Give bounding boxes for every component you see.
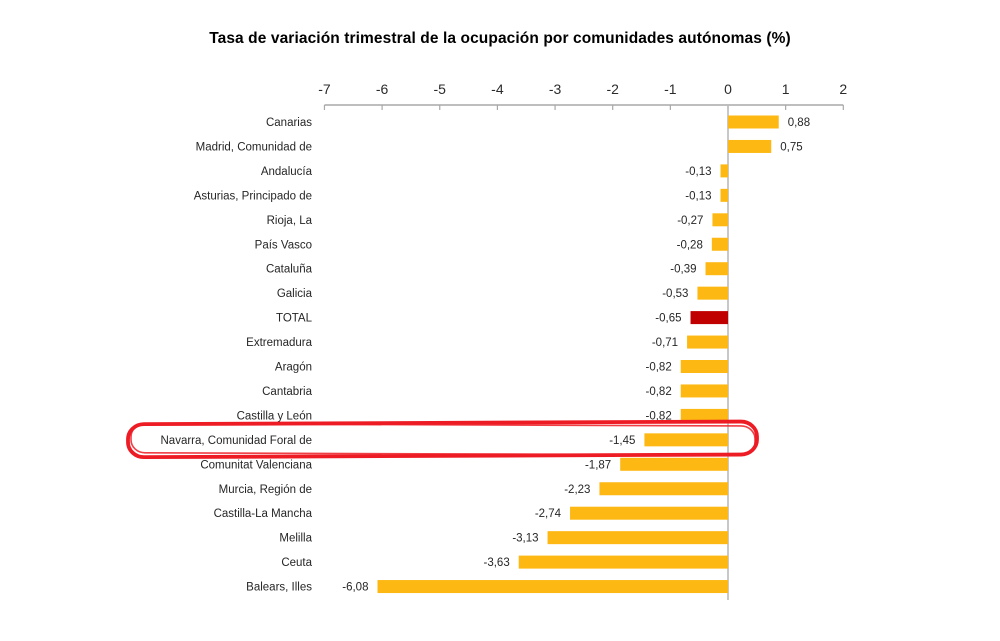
bar (687, 335, 728, 349)
bar (711, 237, 728, 251)
bar (377, 580, 728, 594)
bar (547, 531, 728, 545)
value-label: -0,71 (652, 337, 678, 349)
value-label: -0,82 (646, 410, 672, 422)
category-label: TOTAL (276, 313, 313, 325)
highlight-annotation-ellipse (126, 419, 759, 460)
category-label: Rioja, La (267, 215, 313, 227)
category-label: Cantabria (262, 386, 312, 398)
bar (570, 506, 728, 520)
bar (697, 286, 728, 300)
category-label: Ceuta (281, 557, 312, 569)
bar (728, 115, 779, 129)
value-label: -0,39 (670, 264, 696, 276)
category-label: Galicia (277, 288, 313, 300)
category-label: Navarra, Comunidad Foral de (161, 435, 313, 447)
category-label: Balears, Illes (246, 582, 312, 594)
value-label: -0,82 (646, 386, 672, 398)
category-label: País Vasco (255, 239, 312, 251)
value-label: -0,28 (677, 239, 703, 251)
value-label: -1,87 (585, 459, 611, 471)
bar-total (690, 311, 728, 325)
x-tick-label: -1 (664, 81, 677, 97)
bar (680, 360, 728, 373)
category-label: Extremadura (246, 337, 312, 349)
category-label: Madrid, Comunidad de (196, 141, 312, 153)
x-tick-label: -3 (549, 81, 562, 97)
value-label: -0,82 (646, 362, 672, 374)
value-label: -3,63 (484, 557, 510, 569)
value-label: 0,88 (788, 117, 810, 129)
category-label: Castilla y León (237, 410, 312, 422)
x-tick-label: 1 (782, 81, 790, 97)
bar (620, 457, 728, 471)
category-label: Comunitat Valenciana (200, 459, 312, 471)
category-label: Canarias (266, 117, 312, 129)
bar (705, 262, 728, 276)
x-tick-label: -2 (606, 81, 619, 97)
value-label: -0,65 (655, 313, 681, 325)
category-label: Castilla-La Mancha (214, 508, 313, 520)
category-label: Aragón (275, 362, 312, 374)
value-label: 0,75 (780, 141, 802, 153)
category-label: Asturias, Principado de (194, 190, 312, 202)
category-label: Cataluña (266, 264, 313, 276)
x-tick-label: 0 (724, 81, 732, 97)
value-label: -3,13 (512, 533, 538, 545)
category-label: Andalucía (261, 166, 313, 178)
value-label: -0,13 (685, 166, 711, 178)
bar (728, 139, 772, 153)
value-label: -1,45 (609, 435, 635, 447)
chart-title: Tasa de variación trimestral de la ocupa… (209, 30, 791, 47)
bar (680, 408, 728, 422)
value-label: -2,74 (535, 508, 562, 520)
x-tick-label: -7 (318, 81, 331, 97)
bar (518, 555, 728, 569)
x-tick-label: 2 (839, 81, 847, 97)
bar (712, 213, 728, 227)
bar (720, 164, 728, 178)
x-tick-label: -5 (434, 81, 447, 97)
bar (680, 384, 728, 398)
value-label: -0,53 (662, 288, 688, 300)
x-tick-label: -4 (491, 81, 504, 97)
bar (644, 433, 728, 447)
highlight-annotation-ellipse-inner (130, 423, 756, 456)
bar (720, 188, 728, 202)
value-label: -2,23 (564, 484, 590, 496)
category-label: Murcia, Región de (219, 484, 312, 496)
x-tick-label: -6 (376, 81, 389, 97)
category-label: Melilla (279, 533, 312, 545)
value-label: -0,13 (685, 190, 711, 202)
value-label: -0,27 (677, 215, 703, 227)
bar (599, 482, 728, 496)
value-label: -6,08 (342, 582, 368, 594)
